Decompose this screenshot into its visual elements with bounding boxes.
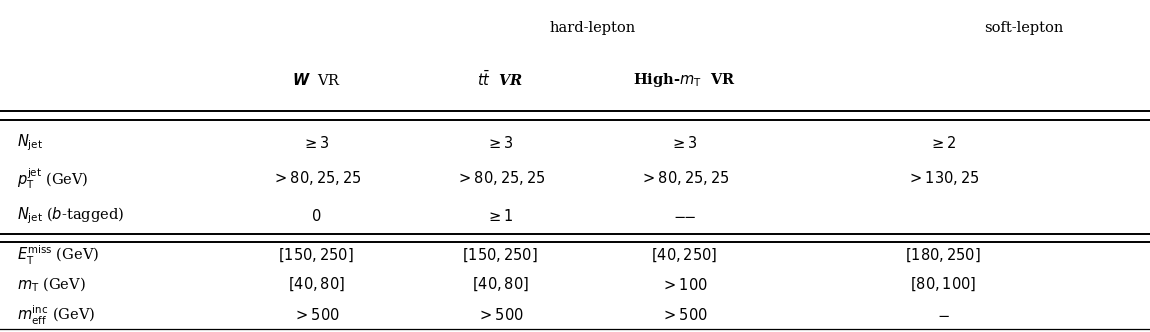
Text: $p_{\rm T}^{\rm jet}$ (GeV): $p_{\rm T}^{\rm jet}$ (GeV) (17, 166, 89, 191)
Text: $\geq 3$: $\geq 3$ (670, 135, 698, 151)
Text: $-\!\!-$: $-\!\!-$ (673, 209, 696, 223)
Text: $> 500$: $> 500$ (477, 307, 523, 323)
Text: $-$: $-$ (936, 308, 950, 322)
Text: $N_{\rm jet}$ ($b$-tagged): $N_{\rm jet}$ ($b$-tagged) (17, 206, 124, 226)
Text: $> 80, 25, 25$: $> 80, 25, 25$ (455, 169, 545, 187)
Text: $N_{\rm jet}$: $N_{\rm jet}$ (17, 132, 44, 153)
Text: hard-lepton: hard-lepton (550, 21, 635, 35)
Text: $[80,100]$: $[80,100]$ (910, 276, 976, 293)
Text: $> 100$: $> 100$ (661, 277, 707, 292)
Text: $[40,80]$: $[40,80]$ (472, 276, 529, 293)
Text: $> 500$: $> 500$ (661, 307, 707, 323)
Text: $> 80, 25, 25$: $> 80, 25, 25$ (271, 169, 361, 187)
Text: $t\bar{t}$  VR: $t\bar{t}$ VR (477, 70, 523, 89)
Text: $[40,80]$: $[40,80]$ (288, 276, 345, 293)
Text: $\geq 3$: $\geq 3$ (302, 135, 330, 151)
Text: $\geq 1$: $\geq 1$ (486, 208, 514, 224)
Text: $m_{\rm T}$ (GeV): $m_{\rm T}$ (GeV) (17, 275, 86, 294)
Text: $[150,250]$: $[150,250]$ (278, 247, 354, 264)
Text: $> 80, 25, 25$: $> 80, 25, 25$ (639, 169, 729, 187)
Text: soft-lepton: soft-lepton (983, 21, 1064, 35)
Text: High-$m_{\rm T}$  VR: High-$m_{\rm T}$ VR (632, 71, 736, 89)
Text: $[180,250]$: $[180,250]$ (905, 247, 981, 264)
Text: $E_{\rm T}^{\rm miss}$ (GeV): $E_{\rm T}^{\rm miss}$ (GeV) (17, 244, 99, 267)
Text: $\geq 3$: $\geq 3$ (486, 135, 514, 151)
Text: $\geq 2$: $\geq 2$ (929, 135, 957, 151)
Text: $m_{\rm eff}^{\rm inc}$ (GeV): $m_{\rm eff}^{\rm inc}$ (GeV) (17, 304, 95, 327)
Text: $0$: $0$ (310, 208, 322, 224)
Text: $\boldsymbol{W}$  VR: $\boldsymbol{W}$ VR (292, 72, 340, 88)
Text: $> 130,25$: $> 130,25$ (906, 169, 980, 187)
Text: $> 500$: $> 500$ (293, 307, 339, 323)
Text: $[150,250]$: $[150,250]$ (462, 247, 538, 264)
Text: $[40,250]$: $[40,250]$ (651, 247, 718, 264)
